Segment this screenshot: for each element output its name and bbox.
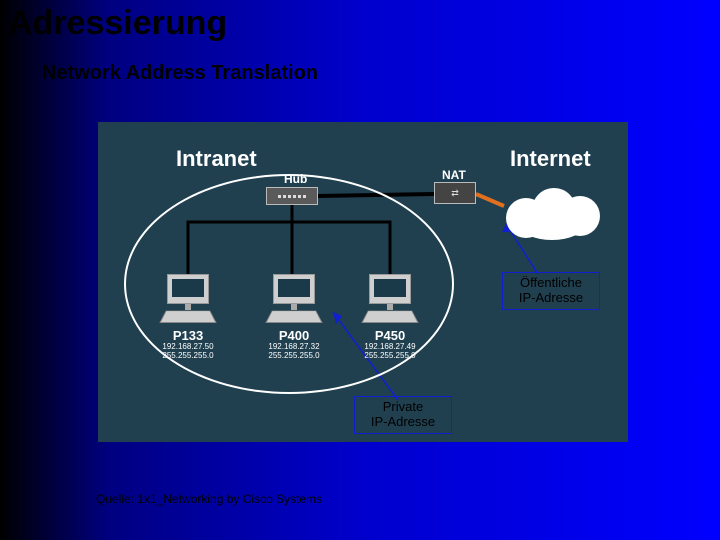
monitor-stand [291,304,297,310]
pc-label: P133 [173,328,203,343]
label-nat: NAT [442,168,466,182]
source-caption: Quelle: 1x1_Networking by Cisco Systems [96,492,322,506]
pc-ip: 192.168.27.50255.255.255.0 [162,343,213,361]
keyboard-icon [265,311,322,323]
monitor-stand [185,304,191,310]
keyboard-icon [159,311,216,323]
nat-router-icon: ⇄ [434,182,476,204]
annotation-public-ip: ÖffentlicheIP-Adresse [502,272,600,310]
monitor-icon [167,274,209,304]
monitor-icon [369,274,411,304]
monitor-stand [387,304,393,310]
keyboard-icon [361,311,418,323]
nat-diagram-panel: Intranet Internet Hub NAT ⇄ P133 192.168… [98,122,628,442]
pc-p450: P450 192.168.27.49255.255.255.0 [356,274,424,361]
annotation-private-ip: PrivateIP-Adresse [354,396,452,434]
monitor-icon [273,274,315,304]
page-title: Adressierung [8,4,227,43]
pc-p400: P400 192.168.27.32255.255.255.0 [260,274,328,361]
internet-cloud-icon [498,184,606,242]
label-intranet: Intranet [176,146,257,172]
pc-p133: P133 192.168.27.50255.255.255.0 [154,274,222,361]
pc-ip: 192.168.27.32255.255.255.0 [268,343,319,361]
hub-icon [266,187,318,205]
pc-label: P450 [375,328,405,343]
pc-label: P400 [279,328,309,343]
page-subtitle: Network Address Translation [42,62,318,85]
pc-ip: 192.168.27.49255.255.255.0 [364,343,415,361]
label-internet: Internet [510,146,591,172]
